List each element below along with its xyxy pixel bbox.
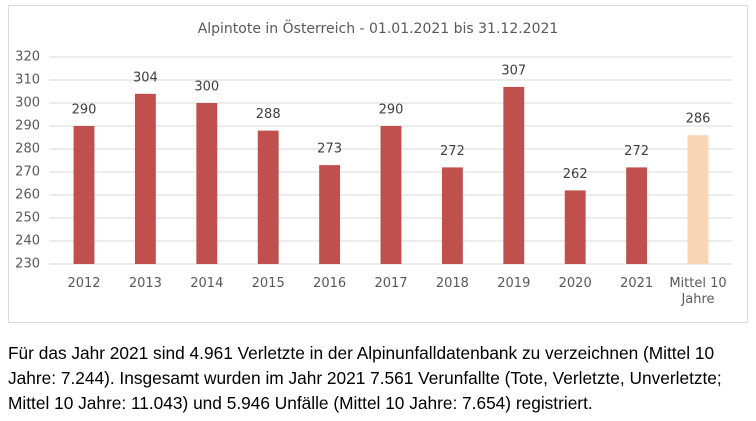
y-tick-label: 310: [15, 73, 40, 88]
x-tick-label: 2013: [128, 276, 162, 291]
y-tick-label: 260: [15, 188, 40, 203]
bar: [196, 103, 218, 264]
y-tick-label: 250: [15, 211, 40, 226]
bar: [503, 86, 525, 265]
bar: [319, 165, 341, 264]
data-label: 272: [440, 144, 465, 159]
chart-title: Alpintote in Österreich - 01.01.2021 bis…: [198, 19, 559, 37]
x-tick-label: 2015: [251, 276, 285, 291]
bar: [380, 126, 402, 264]
x-tick-label: 2012: [67, 276, 101, 291]
x-tick-label: 2017: [374, 276, 408, 291]
caption: Für das Jahr 2021 sind 4.961 Verletzte i…: [8, 343, 722, 413]
y-tick-label: 240: [15, 234, 40, 249]
data-label: 290: [379, 103, 404, 118]
bar: [687, 135, 709, 264]
data-label: 262: [563, 167, 588, 182]
chart-frame: [8, 5, 748, 323]
x-tick-label: 2021: [620, 276, 654, 291]
data-label: 300: [194, 80, 219, 95]
x-tick-label: 2020: [558, 276, 592, 291]
bar: [257, 130, 279, 264]
x-tick-label: 2019: [497, 276, 531, 291]
bar: [134, 93, 156, 264]
bar: [441, 167, 463, 264]
chart: Alpintote in Österreich - 01.01.2021 bis…: [8, 5, 748, 323]
y-tick-label: 280: [15, 142, 40, 157]
bar: [626, 167, 648, 264]
y-tick-label: 270: [15, 165, 40, 180]
y-tick-label: 320: [15, 50, 40, 65]
bar: [73, 126, 95, 264]
data-label: 307: [501, 63, 526, 78]
data-label: 290: [72, 103, 97, 118]
data-label: 304: [133, 70, 158, 85]
y-tick-label: 300: [15, 96, 40, 111]
bar: [564, 190, 586, 264]
data-label: 286: [686, 112, 711, 127]
data-label: 272: [624, 144, 649, 159]
y-tick-label: 230: [15, 257, 40, 272]
data-label: 288: [256, 107, 281, 122]
x-tick-label: Mittel 10 Jahre: [669, 276, 727, 307]
x-tick-label: 2014: [190, 276, 224, 291]
y-tick-label: 290: [15, 119, 40, 134]
x-tick-label: 2018: [435, 276, 469, 291]
x-tick-label: 2016: [313, 276, 347, 291]
data-label: 273: [317, 142, 342, 157]
